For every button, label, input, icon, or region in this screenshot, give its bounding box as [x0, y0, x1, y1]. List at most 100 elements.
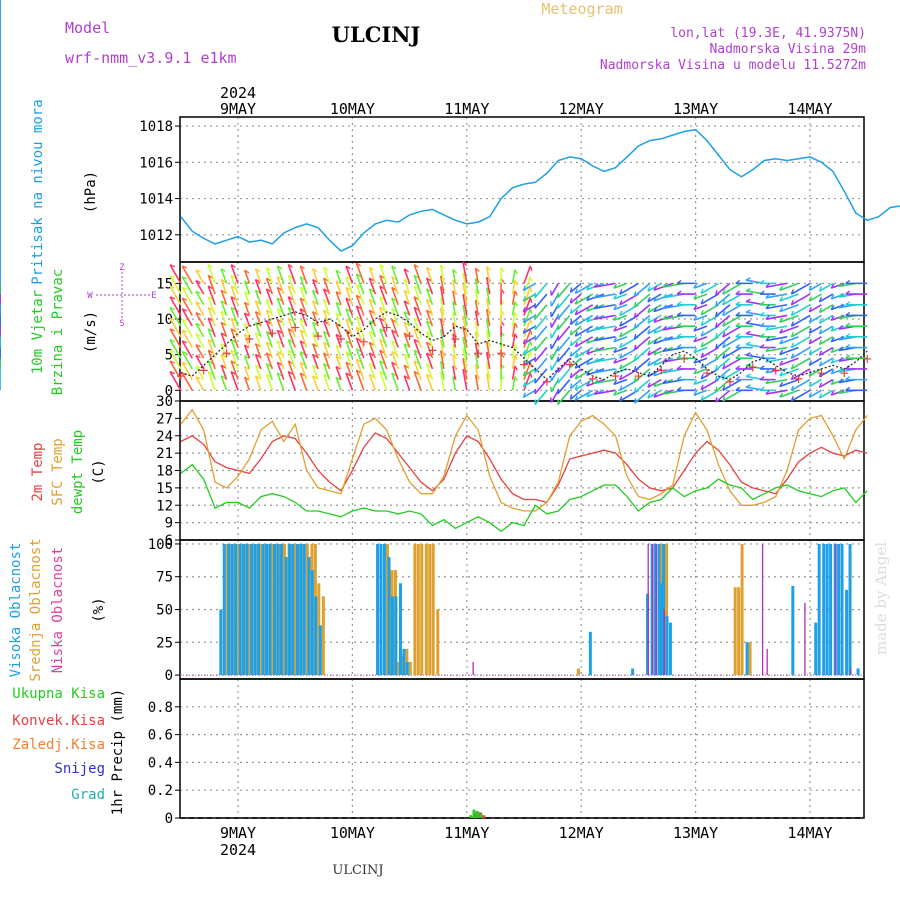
wind-arrow	[550, 304, 560, 318]
wind-arrow-head	[765, 282, 770, 288]
wind-arrow-head	[391, 361, 397, 366]
high-cloud-bar	[814, 622, 818, 676]
wind-arrow-head	[845, 333, 851, 338]
wind-arrow-head	[735, 322, 741, 327]
wind-arrow-head	[413, 370, 419, 375]
wind-arrow-head	[379, 338, 385, 343]
mid-cloud-bar	[294, 543, 298, 676]
wind-arrow-head	[299, 361, 305, 366]
wind-arrow-head	[277, 265, 283, 270]
wind-arrow	[181, 276, 193, 295]
wind-arrow-head	[244, 344, 250, 349]
ytick-label: 27	[156, 411, 173, 427]
model-altitude-label: Nadmorska Visina u modelu 11.5272m	[600, 58, 866, 73]
wind-arrow-head	[735, 333, 741, 338]
wind-arrow	[299, 351, 308, 370]
wind-arrow	[207, 264, 216, 284]
wind-arrow	[830, 389, 845, 396]
wind-arrow-head	[403, 268, 409, 273]
wind-arrow	[647, 314, 662, 324]
wind-arrow-head	[830, 358, 835, 364]
wind-arrow	[276, 329, 285, 348]
wind-arrow	[693, 357, 708, 364]
ytick-label: 10	[156, 312, 173, 328]
wind-arrow	[207, 285, 216, 306]
wind-arrow	[425, 309, 434, 327]
wind-arrow-head	[693, 283, 698, 289]
wind-arrow	[808, 304, 822, 313]
wind-arrow	[335, 376, 342, 391]
wind-arrow	[722, 282, 742, 295]
wind-arrow	[808, 368, 822, 377]
wind-arrow-head	[514, 333, 518, 339]
wind-arrow-head	[345, 329, 351, 334]
wind-arrow	[425, 288, 434, 306]
wind-arrow-head	[391, 340, 397, 345]
wind-arrow	[534, 347, 548, 363]
wind-arrow	[391, 329, 399, 348]
wind-arrow-head	[255, 268, 261, 273]
wind-arrow	[299, 329, 308, 348]
wind-arrow-head	[647, 382, 651, 388]
wind-arrow	[715, 325, 731, 339]
wind-arrow-head	[845, 386, 851, 391]
wind-arrow-head	[745, 320, 751, 324]
wind-arrow	[765, 293, 788, 299]
wind-arrow-head	[838, 335, 843, 341]
wind-arrow	[693, 314, 708, 322]
wind-arrow-head	[220, 268, 226, 273]
wind-arrow-head	[653, 307, 658, 312]
wind-arrow	[335, 312, 342, 327]
wind-arrow-head	[653, 371, 658, 377]
wind-arrow	[322, 363, 331, 380]
wind-arrow	[790, 282, 811, 295]
wind-arrow-head	[700, 384, 704, 390]
wind-arrow-head	[266, 363, 272, 367]
mid-cloud-bar	[317, 583, 321, 676]
wind-arrow-head	[808, 392, 812, 398]
wind-arrow-head	[593, 293, 599, 299]
wind-gust-mark	[703, 369, 712, 378]
wind-arrow	[534, 389, 548, 405]
wind-arrow-head	[345, 361, 351, 366]
high-cloud-bar	[745, 642, 749, 676]
wind-arrow	[230, 360, 239, 380]
wind-arrow	[345, 340, 354, 359]
wind-arrow-head	[735, 365, 741, 370]
wind-arrow	[335, 366, 342, 380]
wind-arrow-head	[181, 329, 188, 333]
wind-arrow	[220, 279, 228, 295]
wind-arrow	[523, 276, 532, 295]
altitude-label: Nadmorska Visina 29m	[709, 42, 866, 57]
mid-cloud-bar	[225, 543, 229, 676]
wind-arrow-head	[765, 315, 770, 320]
wind-arrow-head	[700, 309, 704, 316]
wind-arrow-head	[369, 373, 375, 378]
wind-gust-mark	[863, 354, 872, 363]
wind-arrow-head	[323, 373, 329, 378]
wind-arrow-head	[593, 282, 599, 288]
wind-arrow-head	[745, 373, 751, 378]
wind-arrow-head	[613, 337, 618, 343]
lonlat-label: lon,lat (19.3E, 41.9375N)	[670, 26, 866, 41]
wind-arrow	[207, 371, 216, 391]
wind-arrow	[355, 316, 365, 338]
wind-arrow-head	[830, 283, 835, 289]
wind-arrow-head	[220, 311, 226, 315]
mid-cloud-bar	[424, 543, 428, 676]
wind-arrow	[265, 267, 274, 284]
pressure-ylabel: Pritisak na nivou mora	[30, 99, 46, 284]
ytick-label: 24	[156, 429, 173, 445]
wind-arrow	[335, 334, 342, 348]
wind-arrow	[287, 264, 296, 284]
wind-arrow	[523, 372, 532, 391]
wind-arrow-head	[266, 373, 272, 378]
wind-arrow-head	[312, 343, 318, 347]
wind-arrow-head	[230, 285, 236, 290]
wind-arrow	[403, 289, 411, 306]
wind-arrow	[779, 378, 799, 388]
wind-arrow	[322, 299, 331, 316]
wind-arrow	[368, 288, 377, 306]
mid-cloud-bar	[260, 543, 264, 676]
wind-arrow-head	[586, 381, 591, 387]
